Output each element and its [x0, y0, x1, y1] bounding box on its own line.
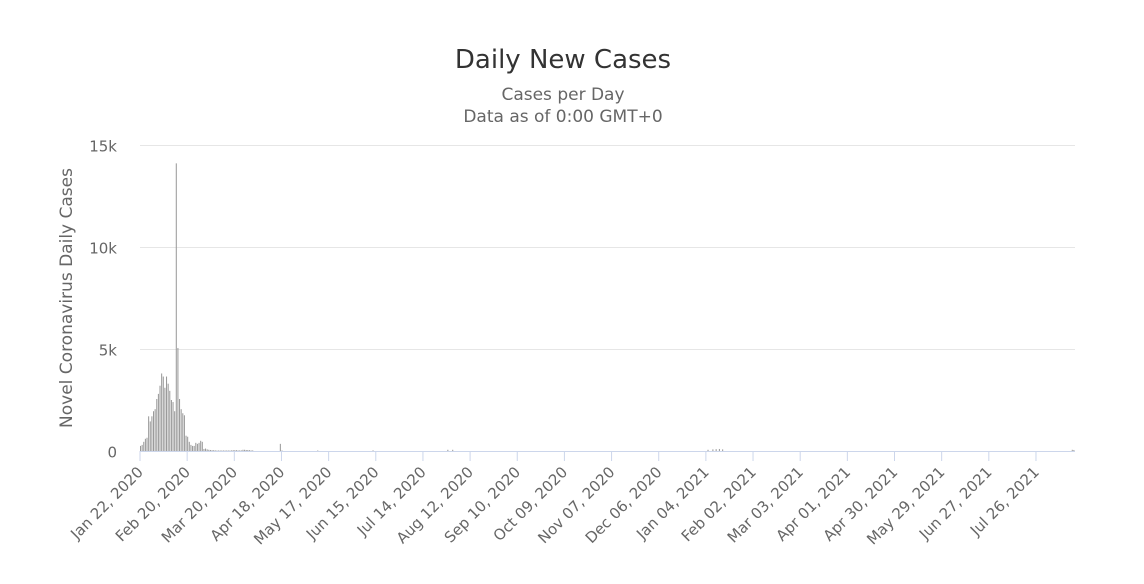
grid-lines	[140, 145, 1075, 350]
bar[interactable]	[248, 450, 250, 451]
bar[interactable]	[157, 393, 159, 451]
bar[interactable]	[143, 441, 145, 451]
bar[interactable]	[179, 398, 181, 451]
bar[interactable]	[213, 450, 215, 451]
bar[interactable]	[244, 449, 246, 451]
chart-subtitle-line-2: Data as of 0:00 GMT+0	[463, 107, 662, 127]
bar[interactable]	[235, 450, 237, 451]
bar[interactable]	[206, 449, 208, 451]
bar[interactable]	[452, 449, 454, 451]
bar[interactable]	[151, 416, 153, 451]
bar[interactable]	[183, 415, 185, 451]
bar[interactable]	[707, 449, 709, 451]
bar[interactable]	[167, 383, 169, 451]
bar[interactable]	[231, 450, 233, 451]
bar[interactable]	[224, 450, 226, 452]
bar[interactable]	[162, 376, 164, 451]
bar[interactable]	[242, 449, 244, 451]
bar[interactable]	[252, 450, 254, 451]
bar[interactable]	[177, 347, 179, 451]
bar[interactable]	[140, 445, 142, 451]
bar[interactable]	[153, 411, 155, 451]
y-tick-label: 5k	[99, 342, 118, 360]
bar[interactable]	[146, 437, 148, 451]
bar[interactable]	[718, 448, 720, 451]
bar[interactable]	[170, 400, 172, 451]
bar[interactable]	[209, 449, 211, 451]
bar[interactable]	[205, 448, 207, 451]
bar[interactable]	[226, 450, 228, 452]
bar[interactable]	[234, 450, 236, 451]
bar[interactable]	[317, 450, 319, 452]
bar[interactable]	[1071, 449, 1073, 451]
bar[interactable]	[216, 450, 218, 452]
bar[interactable]	[154, 409, 156, 451]
bar[interactable]	[447, 449, 449, 451]
bar[interactable]	[281, 450, 283, 451]
y-tick-label: 15k	[89, 138, 117, 156]
bar[interactable]	[229, 450, 231, 452]
bar[interactable]	[169, 390, 171, 451]
bar[interactable]	[182, 413, 184, 451]
bar[interactable]	[372, 450, 374, 451]
bar[interactable]	[180, 409, 182, 451]
bar[interactable]	[144, 438, 146, 451]
y-tick-label: 10k	[89, 240, 117, 258]
bar[interactable]	[188, 441, 190, 451]
bar[interactable]	[247, 449, 249, 451]
bar[interactable]	[141, 444, 143, 451]
bar[interactable]	[232, 450, 234, 451]
bar[interactable]	[222, 450, 224, 452]
bar[interactable]	[193, 445, 195, 451]
bar[interactable]	[715, 449, 717, 451]
bar[interactable]	[214, 450, 216, 451]
bar[interactable]	[245, 449, 247, 451]
bar[interactable]	[279, 443, 281, 451]
bar[interactable]	[195, 442, 197, 451]
bar[interactable]	[201, 441, 203, 451]
bar[interactable]	[164, 387, 166, 451]
y-tick-label: 0	[107, 444, 117, 462]
bar[interactable]	[250, 450, 252, 451]
bar[interactable]	[200, 440, 202, 451]
bar[interactable]	[149, 421, 151, 451]
y-axis-title: Novel Coronavirus Daily Cases	[57, 168, 77, 428]
bar[interactable]	[237, 450, 239, 451]
bar[interactable]	[190, 444, 192, 451]
bar[interactable]	[203, 448, 205, 451]
bar[interactable]	[166, 376, 168, 451]
chart-title: Daily New Cases	[455, 45, 671, 75]
bar[interactable]	[712, 449, 714, 451]
bar[interactable]	[198, 442, 200, 451]
chart-subtitle-line-1: Cases per Day	[501, 85, 624, 105]
bar[interactable]	[159, 385, 161, 451]
bar[interactable]	[208, 449, 210, 451]
bar[interactable]	[187, 436, 189, 451]
bar[interactable]	[211, 450, 213, 451]
bar[interactable]	[722, 449, 724, 451]
bar[interactable]	[192, 445, 194, 451]
bar[interactable]	[175, 163, 177, 452]
bar[interactable]	[218, 450, 220, 452]
bar[interactable]	[148, 416, 150, 451]
bar[interactable]	[172, 402, 174, 451]
bar[interactable]	[156, 398, 158, 451]
bar-series	[140, 163, 1075, 452]
bar[interactable]	[1073, 449, 1075, 451]
bar[interactable]	[221, 450, 223, 452]
bar[interactable]	[161, 373, 163, 451]
bar[interactable]	[239, 450, 241, 451]
bar[interactable]	[185, 435, 187, 451]
bar[interactable]	[196, 443, 198, 451]
y-axis-tick-labels: 0 5k 10k 15k	[89, 138, 117, 462]
bar[interactable]	[227, 450, 229, 452]
bar[interactable]	[240, 450, 242, 451]
bar[interactable]	[219, 450, 221, 452]
bar[interactable]	[174, 411, 176, 451]
